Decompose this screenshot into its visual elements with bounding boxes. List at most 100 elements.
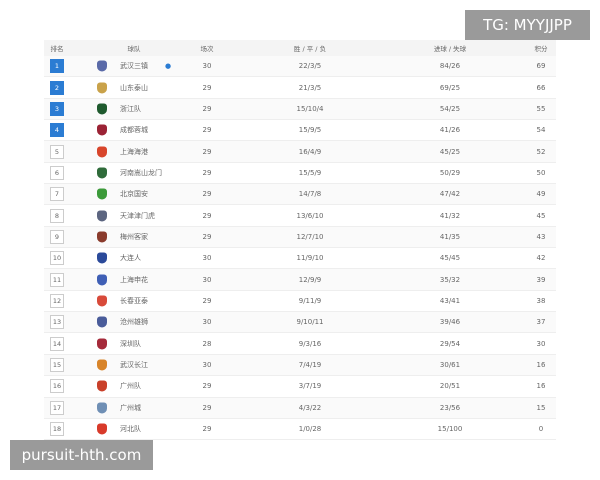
table-row[interactable]: 8 天津津门虎 29 13/6/10 41/32 45 xyxy=(44,205,556,227)
played: 28 xyxy=(202,339,212,348)
table-row[interactable]: 13 沧州雄狮 30 9/10/11 39/46 37 xyxy=(44,312,556,334)
table-row[interactable]: 15 武汉长江 30 7/4/19 30/61 16 xyxy=(44,354,556,377)
table-row[interactable]: 12 长春亚泰 29 9/11/9 43/41 38 xyxy=(44,291,556,313)
watermark-bottom: pursuit-hth.com xyxy=(10,440,153,470)
table-row[interactable]: 16 广州队 29 3/7/19 20/51 16 xyxy=(44,376,556,398)
played: 30 xyxy=(202,62,212,71)
team-name[interactable]: 上海申花 xyxy=(120,275,148,284)
goals: 45/45 xyxy=(439,254,461,263)
team-name[interactable]: 北京国安 xyxy=(120,190,148,199)
team-name[interactable]: 山东泰山 xyxy=(120,83,148,92)
team-logo-icon xyxy=(97,274,107,286)
table-row[interactable]: 9 梅州客家 29 12/7/10 41/35 43 xyxy=(44,226,556,249)
table-row[interactable]: 14 深圳队 28 9/3/16 29/54 30 xyxy=(44,333,556,355)
table-row[interactable]: 3 浙江队 29 15/10/4 54/25 55 xyxy=(44,98,556,121)
table-row[interactable]: 11 上海申花 30 12/9/9 35/32 39 xyxy=(44,269,556,291)
standings-table: 排名 球队 场次 胜 / 平 / 负 进球 / 失球 积分 1 武汉三镇 ● 30 22… xyxy=(44,40,556,441)
points: 42 xyxy=(536,254,546,263)
goals: 23/56 xyxy=(439,403,461,412)
points: 39 xyxy=(536,275,546,284)
team-name[interactable]: 浙江队 xyxy=(120,104,141,113)
team-name[interactable]: 沧州雄狮 xyxy=(120,318,148,327)
team-logo-icon xyxy=(97,60,107,72)
wdl: 13/6/10 xyxy=(296,211,324,220)
goals: 20/51 xyxy=(439,382,461,391)
team-name[interactable]: 大连人 xyxy=(120,254,141,263)
rank-badge: 6 xyxy=(50,165,64,180)
table-row[interactable]: 17 广州城 29 4/3/22 23/56 15 xyxy=(44,397,556,419)
wdl: 7/4/19 xyxy=(298,360,322,369)
goals: 47/42 xyxy=(439,190,461,199)
points: 0 xyxy=(538,425,544,434)
rank-badge: 17 xyxy=(50,400,64,415)
team-logo-icon xyxy=(97,167,107,179)
played: 29 xyxy=(202,147,212,156)
rank-badge: 4 xyxy=(50,123,64,138)
wdl: 11/9/10 xyxy=(296,254,324,263)
team-name[interactable]: 武汉长江 xyxy=(120,360,148,369)
wdl: 1/0/28 xyxy=(298,425,322,434)
team-logo-icon xyxy=(97,82,107,94)
played: 29 xyxy=(202,83,212,92)
team-logo-icon xyxy=(97,231,107,243)
points: 50 xyxy=(536,168,546,177)
rank-badge: 18 xyxy=(50,422,64,437)
goals: 15/100 xyxy=(437,425,463,434)
points: 30 xyxy=(536,339,546,348)
wdl: 9/3/16 xyxy=(298,339,322,348)
goals: 41/26 xyxy=(439,126,461,135)
team-name[interactable]: 广州队 xyxy=(120,382,141,391)
rank-badge: 13 xyxy=(50,315,64,330)
team-name[interactable]: 长春亚泰 xyxy=(120,296,148,305)
team-name[interactable]: 武汉三镇 xyxy=(120,62,148,71)
team-logo-icon xyxy=(97,402,107,414)
wdl: 12/7/10 xyxy=(296,232,324,241)
team-name[interactable]: 天津津门虎 xyxy=(120,211,155,220)
rank-badge: 1 xyxy=(50,59,64,74)
team-logo-icon xyxy=(97,295,107,307)
rank-badge: 8 xyxy=(50,208,64,223)
team-name[interactable]: 成都蓉城 xyxy=(120,126,148,135)
team-name[interactable]: 河南嵩山龙门 xyxy=(120,168,162,177)
points: 16 xyxy=(536,382,546,391)
wdl: 15/10/4 xyxy=(296,104,324,113)
header-rank: 排名 xyxy=(50,45,64,53)
played: 29 xyxy=(202,104,212,113)
goals: 41/32 xyxy=(439,211,461,220)
wdl: 12/9/9 xyxy=(298,275,322,284)
team-name[interactable]: 广州城 xyxy=(120,403,141,412)
table-row[interactable]: 4 成都蓉城 29 15/9/5 41/26 54 xyxy=(44,120,556,142)
played: 30 xyxy=(202,254,212,263)
points: 16 xyxy=(536,360,546,369)
team-logo-icon xyxy=(97,338,107,350)
played: 29 xyxy=(202,296,212,305)
team-name[interactable]: 梅州客家 xyxy=(120,232,148,241)
table-row[interactable]: 2 山东泰山 29 21/3/5 69/25 66 xyxy=(44,77,556,99)
points: 38 xyxy=(536,296,546,305)
table-row[interactable]: 5 上海海港 29 16/4/9 45/25 52 xyxy=(44,141,556,163)
trophy-icon: ● xyxy=(164,62,172,71)
team-logo-icon xyxy=(97,423,107,435)
team-name[interactable]: 河北队 xyxy=(120,425,141,434)
table-row[interactable]: 10 大连人 30 11/9/10 45/45 42 xyxy=(44,248,556,270)
wdl: 22/3/5 xyxy=(298,62,322,71)
goals: 54/25 xyxy=(439,104,461,113)
table-row[interactable]: 6 河南嵩山龙门 29 15/5/9 50/29 50 xyxy=(44,163,556,185)
points: 45 xyxy=(536,211,546,220)
team-name[interactable]: 深圳队 xyxy=(120,339,141,348)
points: 43 xyxy=(536,232,546,241)
team-logo-icon xyxy=(97,252,107,264)
table-row[interactable]: 1 武汉三镇 ● 30 22/3/5 84/26 69 xyxy=(44,56,556,78)
played: 29 xyxy=(202,382,212,391)
played: 29 xyxy=(202,126,212,135)
table-row[interactable]: 18 河北队 29 1/0/28 15/100 0 xyxy=(44,419,556,441)
goals: 50/29 xyxy=(439,168,461,177)
goals: 41/35 xyxy=(439,232,461,241)
header-points: 积分 xyxy=(534,45,548,53)
table-row[interactable]: 7 北京国安 29 14/7/8 47/42 49 xyxy=(44,184,556,206)
wdl: 9/10/11 xyxy=(296,318,324,327)
rank-badge: 3 xyxy=(50,101,64,116)
rank-badge: 7 xyxy=(50,187,64,202)
team-name[interactable]: 上海海港 xyxy=(120,147,148,156)
rank-badge: 2 xyxy=(50,80,64,95)
